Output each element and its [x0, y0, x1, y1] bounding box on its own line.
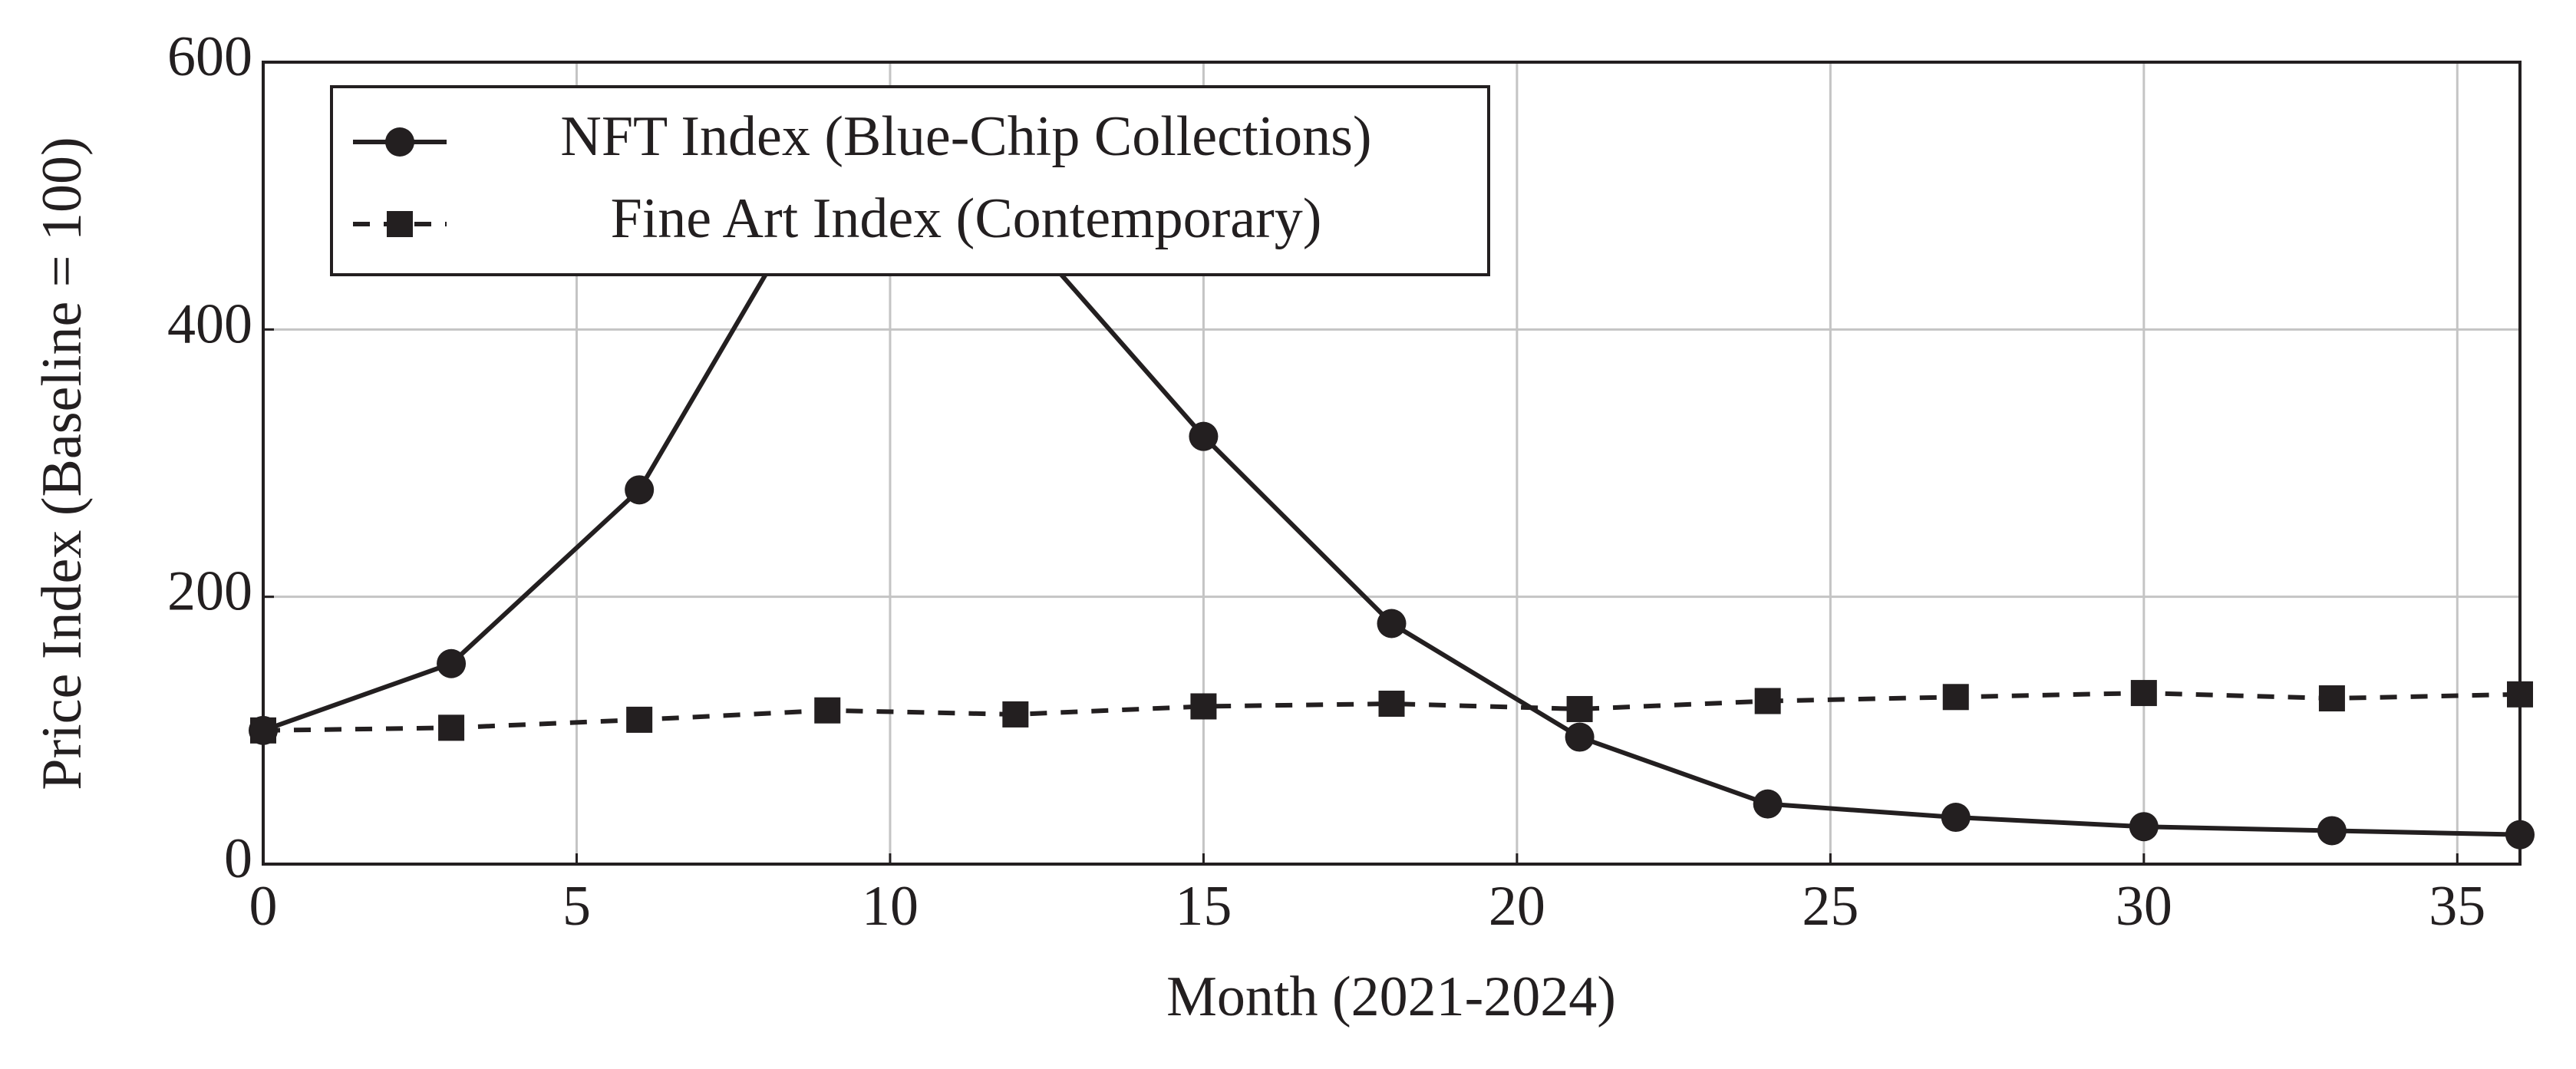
- marker: [2507, 681, 2533, 708]
- marker: [437, 648, 467, 678]
- x-tick-label: 5: [562, 875, 591, 938]
- marker: [625, 475, 655, 505]
- marker: [438, 714, 465, 741]
- marker: [2317, 816, 2347, 846]
- marker: [2129, 812, 2159, 842]
- x-tick-label: 30: [2116, 875, 2172, 938]
- marker: [1754, 688, 1781, 714]
- marker: [1941, 803, 1971, 833]
- marker: [1942, 684, 1969, 711]
- legend: NFT Index (Blue-Chip Collections) Fine Ar…: [330, 85, 1490, 276]
- plot-frame: [262, 61, 2522, 866]
- marker: [1190, 693, 1217, 720]
- grid: 0 200 400 600 0 5 10 15 20 25 30 35: [167, 25, 2522, 938]
- marker: [626, 706, 653, 733]
- marker: [387, 211, 413, 237]
- legend-box: [330, 85, 1490, 276]
- x-tick-label: 0: [249, 875, 278, 938]
- marker: [1377, 609, 1407, 638]
- marker: [385, 127, 414, 157]
- marker: [2505, 820, 2535, 850]
- x-tick-label: 10: [862, 875, 919, 938]
- x-axis-label: Month (2021-2024): [1166, 965, 1616, 1028]
- marker: [250, 717, 276, 744]
- marker: [2318, 685, 2345, 712]
- x-tick-label: 35: [2429, 875, 2485, 938]
- plot-area: [249, 154, 2535, 850]
- marker: [814, 697, 841, 724]
- x-tick-label: 15: [1175, 875, 1232, 938]
- marker: [2130, 680, 2157, 707]
- y-tick-label: 600: [167, 25, 252, 88]
- marker: [1189, 421, 1219, 451]
- marker: [1753, 789, 1783, 819]
- marker: [1002, 701, 1029, 728]
- marker: [1378, 691, 1405, 717]
- marker: [1566, 695, 1593, 722]
- marker: [1565, 722, 1595, 752]
- y-axis-label: Price Index (Baseline = 100): [31, 137, 94, 790]
- y-tick-label: 0: [224, 827, 252, 890]
- y-tick-label: 200: [167, 560, 252, 623]
- y-tick-label: 400: [167, 292, 252, 355]
- x-tick-label: 20: [1489, 875, 1545, 938]
- x-tick-label: 25: [1802, 875, 1859, 938]
- legend-label: Fine Art Index (Contemporary): [611, 187, 1322, 250]
- legend-label: NFT Index (Blue-Chip Collections): [560, 105, 1371, 168]
